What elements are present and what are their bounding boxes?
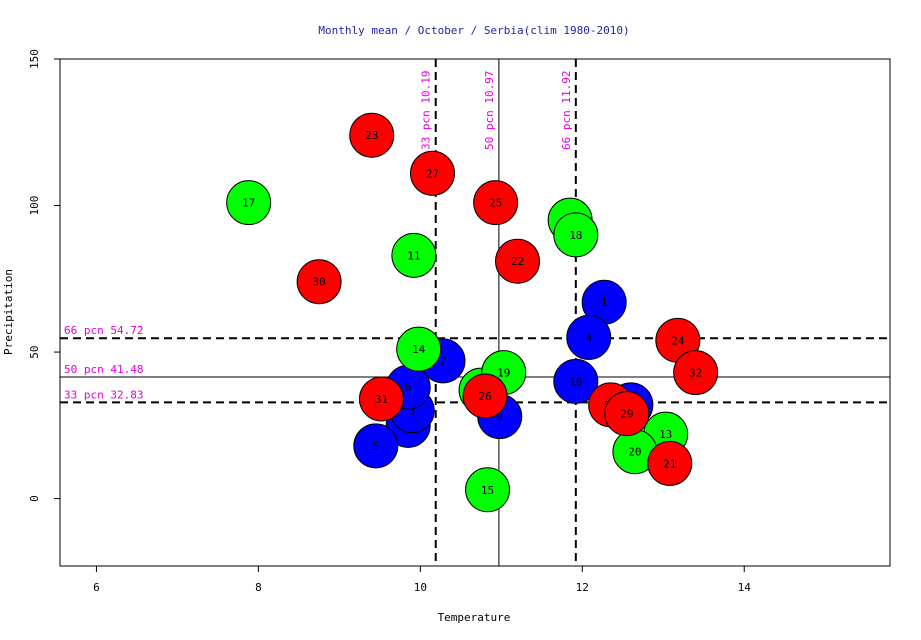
data-point: 14	[396, 326, 442, 372]
data-point: 5	[353, 423, 399, 469]
point-marker	[465, 467, 511, 513]
vertical-percentile-label: 33 pcn 10.19	[420, 71, 433, 150]
point-label: 9	[496, 411, 503, 424]
x-axis-label: Temperature	[438, 611, 511, 624]
y-tick-label: 50	[28, 345, 41, 358]
reference-lines: 33 pcn 10.19 50 pcn 10.97 66 pcn 11.92 66 p…	[60, 59, 890, 566]
point-marker	[473, 180, 519, 226]
data-point: 20	[612, 429, 658, 475]
point-label: 19	[497, 367, 510, 380]
point-label: 6	[405, 381, 412, 394]
data-point: 27	[409, 150, 455, 196]
point-label: 22	[511, 255, 524, 268]
point-marker	[391, 232, 437, 278]
point-marker	[358, 376, 404, 422]
point-label: 18	[569, 229, 582, 242]
x-tick-label: 8	[255, 581, 262, 594]
point-marker	[226, 180, 272, 226]
point-label: 15	[481, 484, 494, 497]
horizontal-percentile-label: 33 pcn 32.83	[64, 388, 143, 401]
point-label: 10	[569, 375, 582, 388]
point-label: 3	[409, 405, 416, 418]
point-label: 32	[689, 367, 702, 380]
point-marker	[396, 326, 442, 372]
plot-frame	[59, 58, 891, 567]
point-marker	[353, 423, 399, 469]
point-marker	[604, 391, 650, 437]
point-label: 23	[365, 129, 378, 142]
point-marker	[673, 350, 719, 396]
data-point: 11	[391, 232, 437, 278]
data-point: 17	[226, 180, 272, 226]
point-label: 14	[412, 343, 426, 356]
data-point: 30	[296, 259, 342, 305]
point-label: 20	[628, 446, 641, 459]
point-marker	[409, 150, 455, 196]
y-tick-label: 0	[28, 495, 41, 502]
data-point: 32	[673, 350, 719, 396]
y-axis-label: Precipitation	[2, 269, 15, 355]
point-label: 5	[372, 440, 379, 453]
point-marker	[349, 112, 395, 158]
y-tick-label: 100	[28, 196, 41, 216]
data-points: 1234567891011121314151617181920212223242…	[226, 112, 719, 513]
point-label: 17	[242, 197, 255, 210]
horizontal-percentile-label: 50 pcn 41.48	[64, 363, 143, 376]
point-label: 27	[426, 167, 439, 180]
data-point: 4	[566, 314, 612, 360]
x-tick-label: 10	[414, 581, 427, 594]
data-point: 15	[465, 467, 511, 513]
x-axis: 6 8 10 12 14	[93, 566, 751, 594]
chart-title: Monthly mean / October / Serbia(clim 198…	[318, 24, 629, 37]
point-marker	[647, 440, 693, 486]
point-marker	[553, 212, 599, 258]
point-label: 24	[671, 334, 685, 347]
point-label: 29	[620, 408, 633, 421]
point-label: 21	[663, 457, 676, 470]
point-label: 11	[407, 249, 420, 262]
point-marker	[462, 373, 508, 419]
y-tick-label: 150	[28, 49, 41, 69]
vertical-percentile-label: 66 pcn 11.92	[560, 71, 573, 150]
point-marker	[566, 314, 612, 360]
data-point: 29	[604, 391, 650, 437]
data-point: 25	[473, 180, 519, 226]
x-tick-label: 14	[738, 581, 752, 594]
point-label: 26	[478, 390, 491, 403]
horizontal-percentile-label: 66 pcn 54.72	[64, 324, 143, 337]
data-point: 10	[553, 358, 599, 404]
x-tick-label: 6	[93, 581, 100, 594]
point-label: 4	[585, 331, 592, 344]
point-marker	[553, 358, 599, 404]
data-point: 26	[462, 373, 508, 419]
point-label: 7	[440, 355, 447, 368]
point-marker	[495, 238, 541, 284]
point-label: 25	[489, 197, 502, 210]
point-label: 31	[375, 393, 388, 406]
vertical-percentile-label: 50 pcn 10.97	[483, 71, 496, 150]
data-point: 23	[349, 112, 395, 158]
point-label: 30	[312, 276, 325, 289]
data-point: 31	[358, 376, 404, 422]
point-marker	[296, 259, 342, 305]
point-label: 13	[659, 428, 672, 441]
point-label: 1	[601, 296, 608, 309]
x-tick-label: 12	[576, 581, 589, 594]
data-point: 22	[495, 238, 541, 284]
data-point: 21	[647, 440, 693, 486]
data-point: 18	[553, 212, 599, 258]
y-axis: 0 50 100 150	[28, 49, 60, 502]
